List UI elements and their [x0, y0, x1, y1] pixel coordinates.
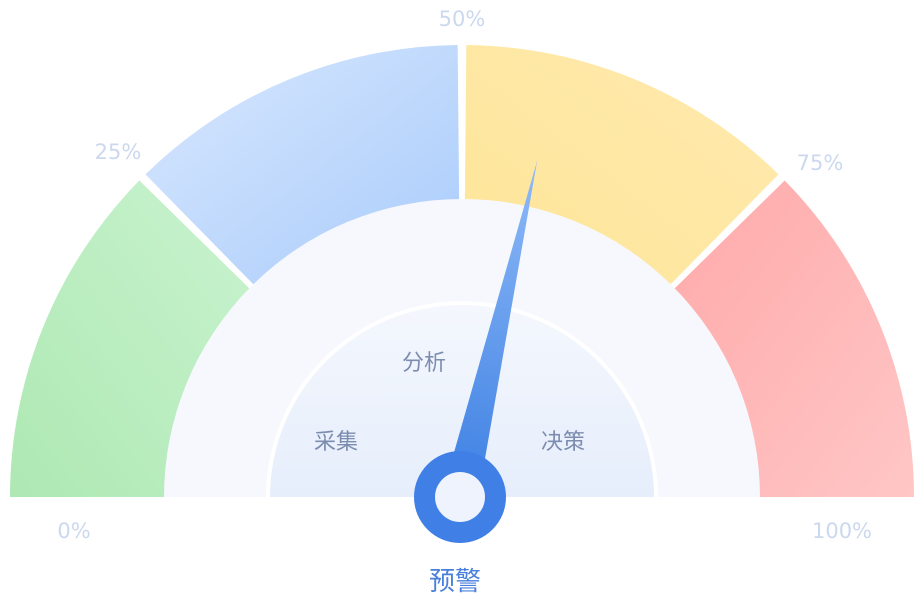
gauge-needle [442, 160, 538, 501]
gauge-segment-yellow [464, 45, 779, 288]
zone-label-decide: 决策 [541, 430, 585, 455]
label-75-percent: 75% [797, 151, 844, 175]
label-100-percent: 100% [812, 519, 872, 543]
gauge-segment-blue [145, 45, 460, 288]
label-25-percent: 25% [95, 140, 142, 164]
gauge-segment-green [10, 180, 253, 498]
gauge-inner-area [270, 305, 654, 497]
needle-hub-center [435, 472, 485, 522]
label-50-percent: 50% [439, 7, 486, 31]
label-0-percent: 0% [57, 519, 90, 543]
gauge-segment-red [671, 180, 914, 498]
bottom-label-warning: 预警 [429, 567, 481, 597]
zone-label-collect: 采集 [314, 430, 358, 455]
gauge-middle-band [164, 199, 760, 497]
zone-label-analyze: 分析 [402, 351, 446, 376]
